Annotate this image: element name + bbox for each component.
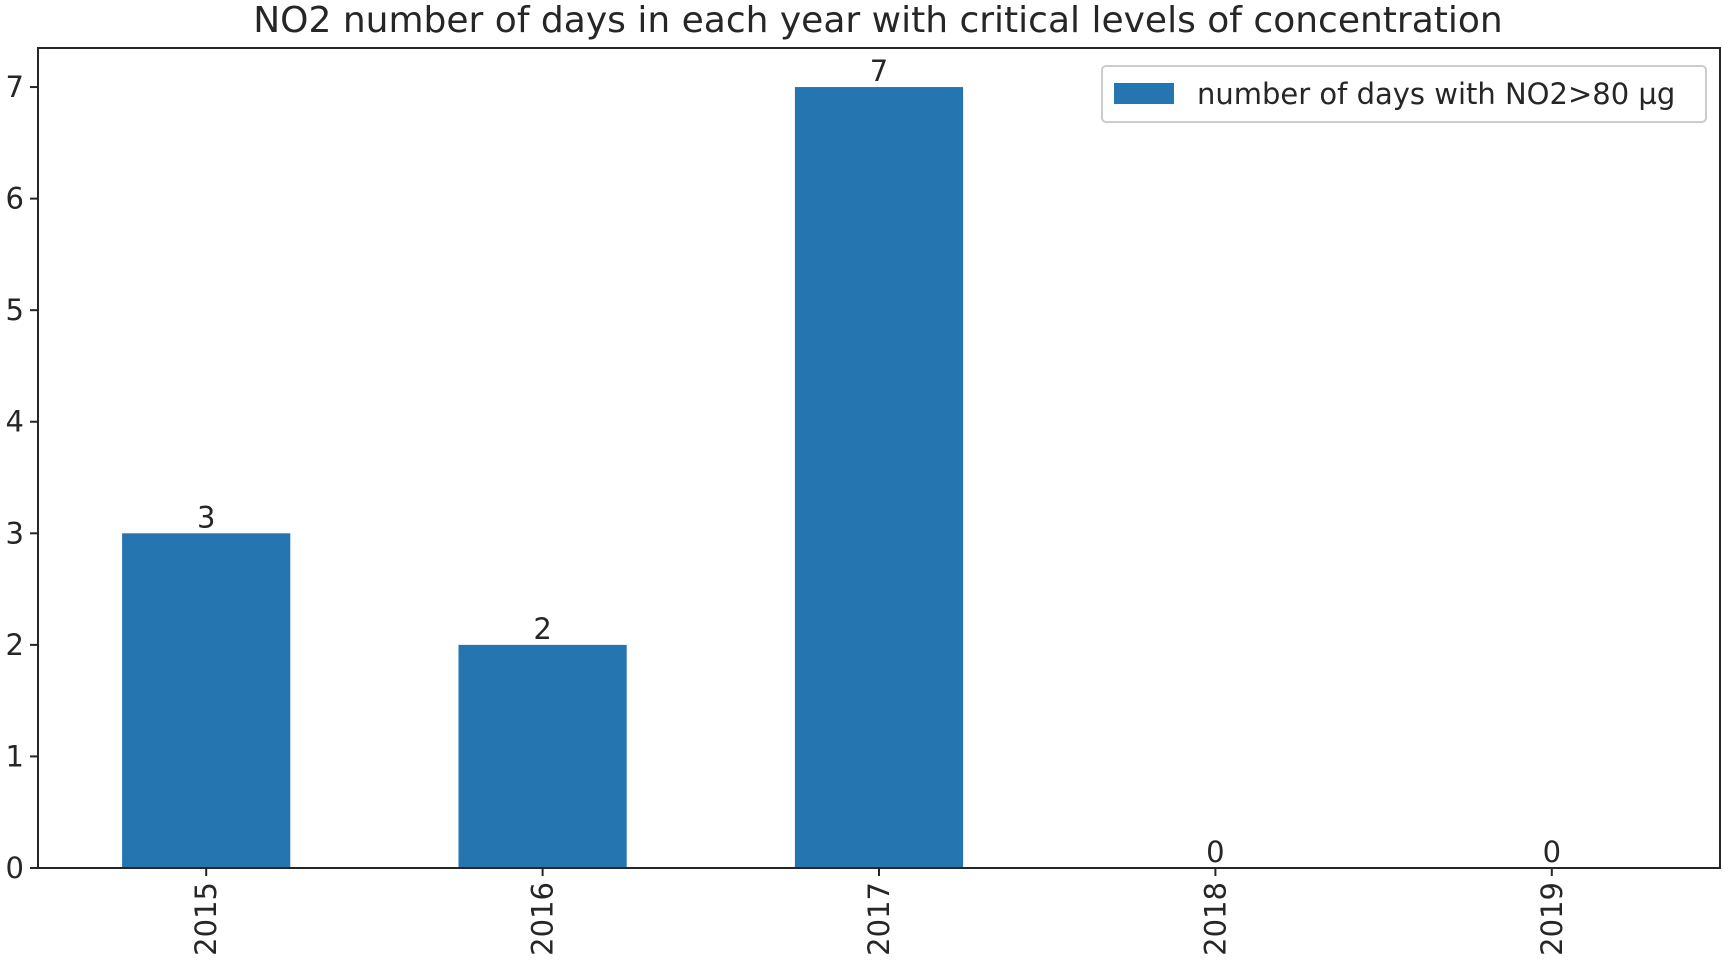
data-label-2015: 3 [197, 500, 215, 534]
data-label-2016: 2 [533, 612, 551, 646]
y-tick-label-4: 4 [6, 405, 24, 439]
y-tick-label-1: 1 [6, 739, 24, 773]
bar-2016 [458, 644, 627, 868]
x-tick-label-2018: 2018 [1198, 882, 1232, 956]
x-tick-label-2016: 2016 [526, 882, 560, 956]
x-tick-label-2015: 2015 [189, 882, 223, 956]
chart-title: NO2 number of days in each year with cri… [253, 0, 1503, 41]
x-tick-label-2017: 2017 [862, 882, 896, 956]
legend-swatch [1114, 83, 1174, 104]
data-label-2019: 0 [1543, 835, 1561, 869]
y-tick-label-0: 0 [6, 851, 24, 885]
y-tick-label-5: 5 [6, 293, 24, 327]
data-label-2017: 7 [870, 54, 888, 88]
bar-2015 [122, 533, 291, 868]
legend: number of days with NO2>80 µg [1101, 65, 1707, 123]
legend-box [1101, 65, 1707, 123]
axes-layer: 0 1 2 3 4 5 6 7 2015 2016 2017 2018 2019 [6, 47, 1721, 956]
x-tick-label-2019: 2019 [1535, 882, 1569, 956]
bars-layer [122, 87, 964, 869]
legend-label: number of days with NO2>80 µg [1197, 77, 1675, 111]
data-labels-layer: 3 2 7 0 0 [197, 54, 1561, 869]
y-tick-label-7: 7 [6, 70, 24, 104]
y-tick-label-6: 6 [6, 182, 24, 216]
data-label-2018: 0 [1206, 835, 1224, 869]
bar-2017 [794, 87, 964, 869]
y-tick-label-2: 2 [6, 628, 24, 662]
y-tick-label-3: 3 [6, 516, 24, 550]
